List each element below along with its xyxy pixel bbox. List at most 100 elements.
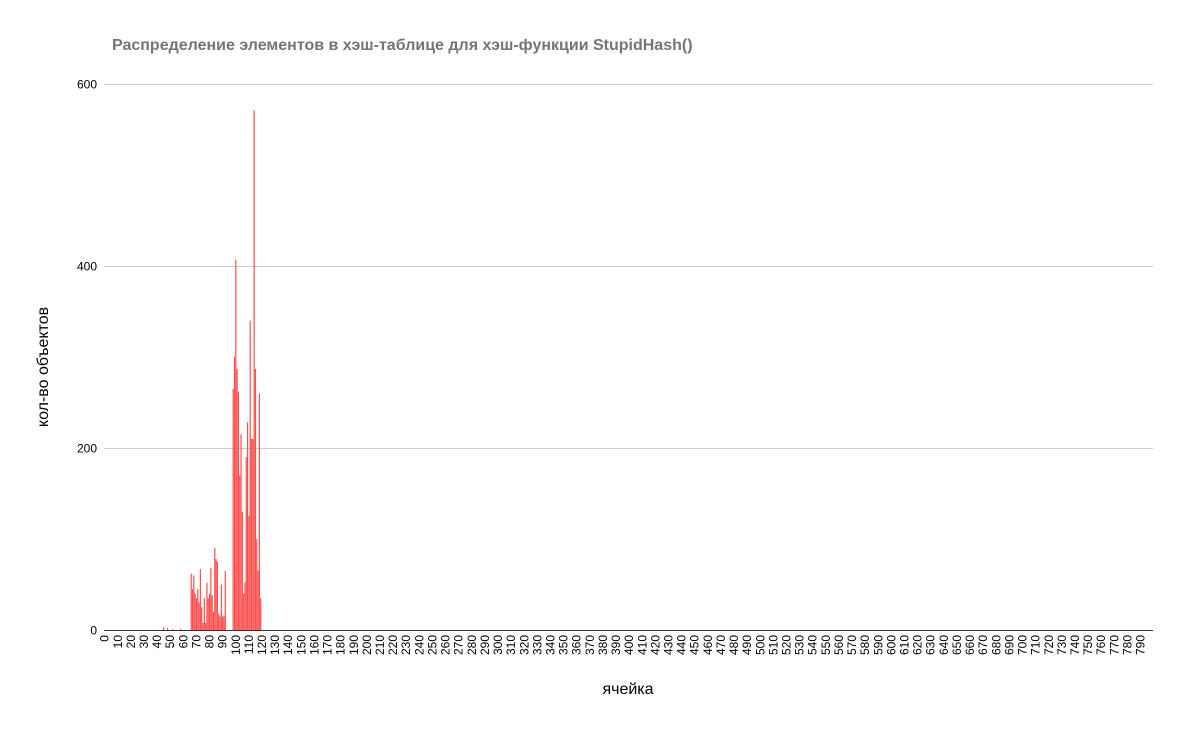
x-axis-title: ячейка — [602, 681, 653, 698]
x-tick-label: 180 — [334, 635, 348, 655]
x-tick-label: 270 — [452, 635, 466, 655]
x-tick-label: 770 — [1107, 635, 1121, 655]
bar — [258, 393, 260, 630]
bar — [257, 570, 259, 630]
x-tick-label: 600 — [884, 635, 898, 655]
x-tick-label: 500 — [753, 635, 767, 655]
x-tick-label: 430 — [661, 635, 675, 655]
y-tick-label: 0 — [90, 624, 97, 638]
x-tick-label: 730 — [1055, 635, 1069, 655]
bar — [211, 595, 213, 630]
bar — [207, 598, 209, 630]
x-tick-label: 390 — [609, 635, 623, 655]
bar — [201, 607, 203, 630]
bar — [250, 438, 253, 630]
x-tick-label: 60 — [176, 635, 190, 649]
x-tick-label: 420 — [648, 635, 662, 655]
bar — [256, 539, 258, 630]
bar — [236, 368, 238, 630]
x-tick-label: 710 — [1029, 635, 1043, 655]
x-tick-label: 370 — [583, 635, 597, 655]
y-axis-ticks: 0 200 400 600 — [77, 78, 97, 638]
x-axis-ticks: 0 10 20 30 40 50 60 70 80 90 100 110 120 130 140 150 160… — [98, 635, 1148, 655]
x-tick-label: 470 — [714, 635, 728, 655]
x-tick-label: 570 — [845, 635, 859, 655]
x-tick-label: 630 — [924, 635, 938, 655]
x-tick-label: 250 — [425, 635, 439, 655]
x-tick-label: 80 — [203, 635, 217, 649]
bar — [180, 629, 182, 630]
gridlines — [104, 84, 1153, 449]
x-tick-label: 620 — [911, 635, 925, 655]
bar — [252, 438, 254, 630]
bar — [260, 598, 262, 630]
bar — [239, 475, 241, 630]
bar — [232, 388, 234, 630]
x-tick-label: 790 — [1134, 635, 1148, 655]
x-tick-label: 700 — [1016, 635, 1030, 655]
bar — [214, 548, 216, 630]
bar — [244, 582, 246, 630]
x-tick-label: 740 — [1068, 635, 1082, 655]
bar — [210, 568, 212, 630]
x-tick-label: 680 — [989, 635, 1003, 655]
bar — [223, 616, 225, 630]
x-tick-label: 350 — [557, 635, 571, 655]
x-tick-label: 670 — [976, 635, 990, 655]
x-tick-label: 660 — [963, 635, 977, 655]
x-tick-label: 440 — [675, 635, 689, 655]
x-tick-label: 530 — [793, 635, 807, 655]
x-tick-label: 100 — [229, 635, 243, 655]
x-tick-label: 20 — [124, 635, 138, 649]
x-tick-label: 760 — [1094, 635, 1108, 655]
x-tick-label: 140 — [281, 635, 295, 655]
bar — [163, 627, 165, 630]
x-tick-label: 580 — [858, 635, 872, 655]
bar — [190, 573, 192, 630]
bar — [198, 602, 200, 630]
x-tick-label: 50 — [163, 635, 177, 649]
x-tick-label: 170 — [321, 635, 335, 655]
x-tick-label: 780 — [1120, 635, 1134, 655]
x-tick-label: 640 — [937, 635, 951, 655]
x-tick-label: 560 — [832, 635, 846, 655]
bar — [199, 569, 201, 630]
x-tick-label: 360 — [570, 635, 584, 655]
bar — [197, 589, 199, 630]
bar — [194, 593, 196, 630]
x-tick-label: 450 — [688, 635, 702, 655]
x-tick-label: 70 — [189, 635, 203, 649]
x-tick-label: 190 — [347, 635, 361, 655]
bar — [222, 616, 224, 630]
x-tick-label: 460 — [701, 635, 715, 655]
x-tick-label: 750 — [1081, 635, 1095, 655]
x-tick-label: 320 — [517, 635, 531, 655]
x-tick-label: 340 — [543, 635, 557, 655]
bar — [205, 622, 207, 630]
x-tick-label: 210 — [373, 635, 387, 655]
bar — [208, 593, 211, 630]
bar — [253, 110, 255, 630]
chart-title: Распределение элементов в хэш-таблице дл… — [112, 37, 693, 54]
x-tick-label: 650 — [950, 635, 964, 655]
x-tick-label: 520 — [780, 635, 794, 655]
x-tick-label: 280 — [465, 635, 479, 655]
x-tick-label: 610 — [898, 635, 912, 655]
bar — [167, 628, 169, 630]
x-tick-label: 260 — [439, 635, 453, 655]
bar — [220, 584, 222, 630]
x-tick-label: 200 — [360, 635, 374, 655]
x-tick-label: 300 — [491, 635, 505, 655]
bar — [248, 516, 250, 630]
x-tick-label: 380 — [596, 635, 610, 655]
x-tick-label: 0 — [98, 635, 112, 642]
bar — [191, 589, 194, 630]
x-tick-label: 310 — [504, 635, 518, 655]
bar — [206, 582, 208, 630]
x-tick-label: 540 — [806, 635, 820, 655]
bar — [203, 598, 205, 630]
bar — [241, 511, 243, 630]
x-tick-label: 410 — [635, 635, 649, 655]
x-tick-label: 220 — [386, 635, 400, 655]
